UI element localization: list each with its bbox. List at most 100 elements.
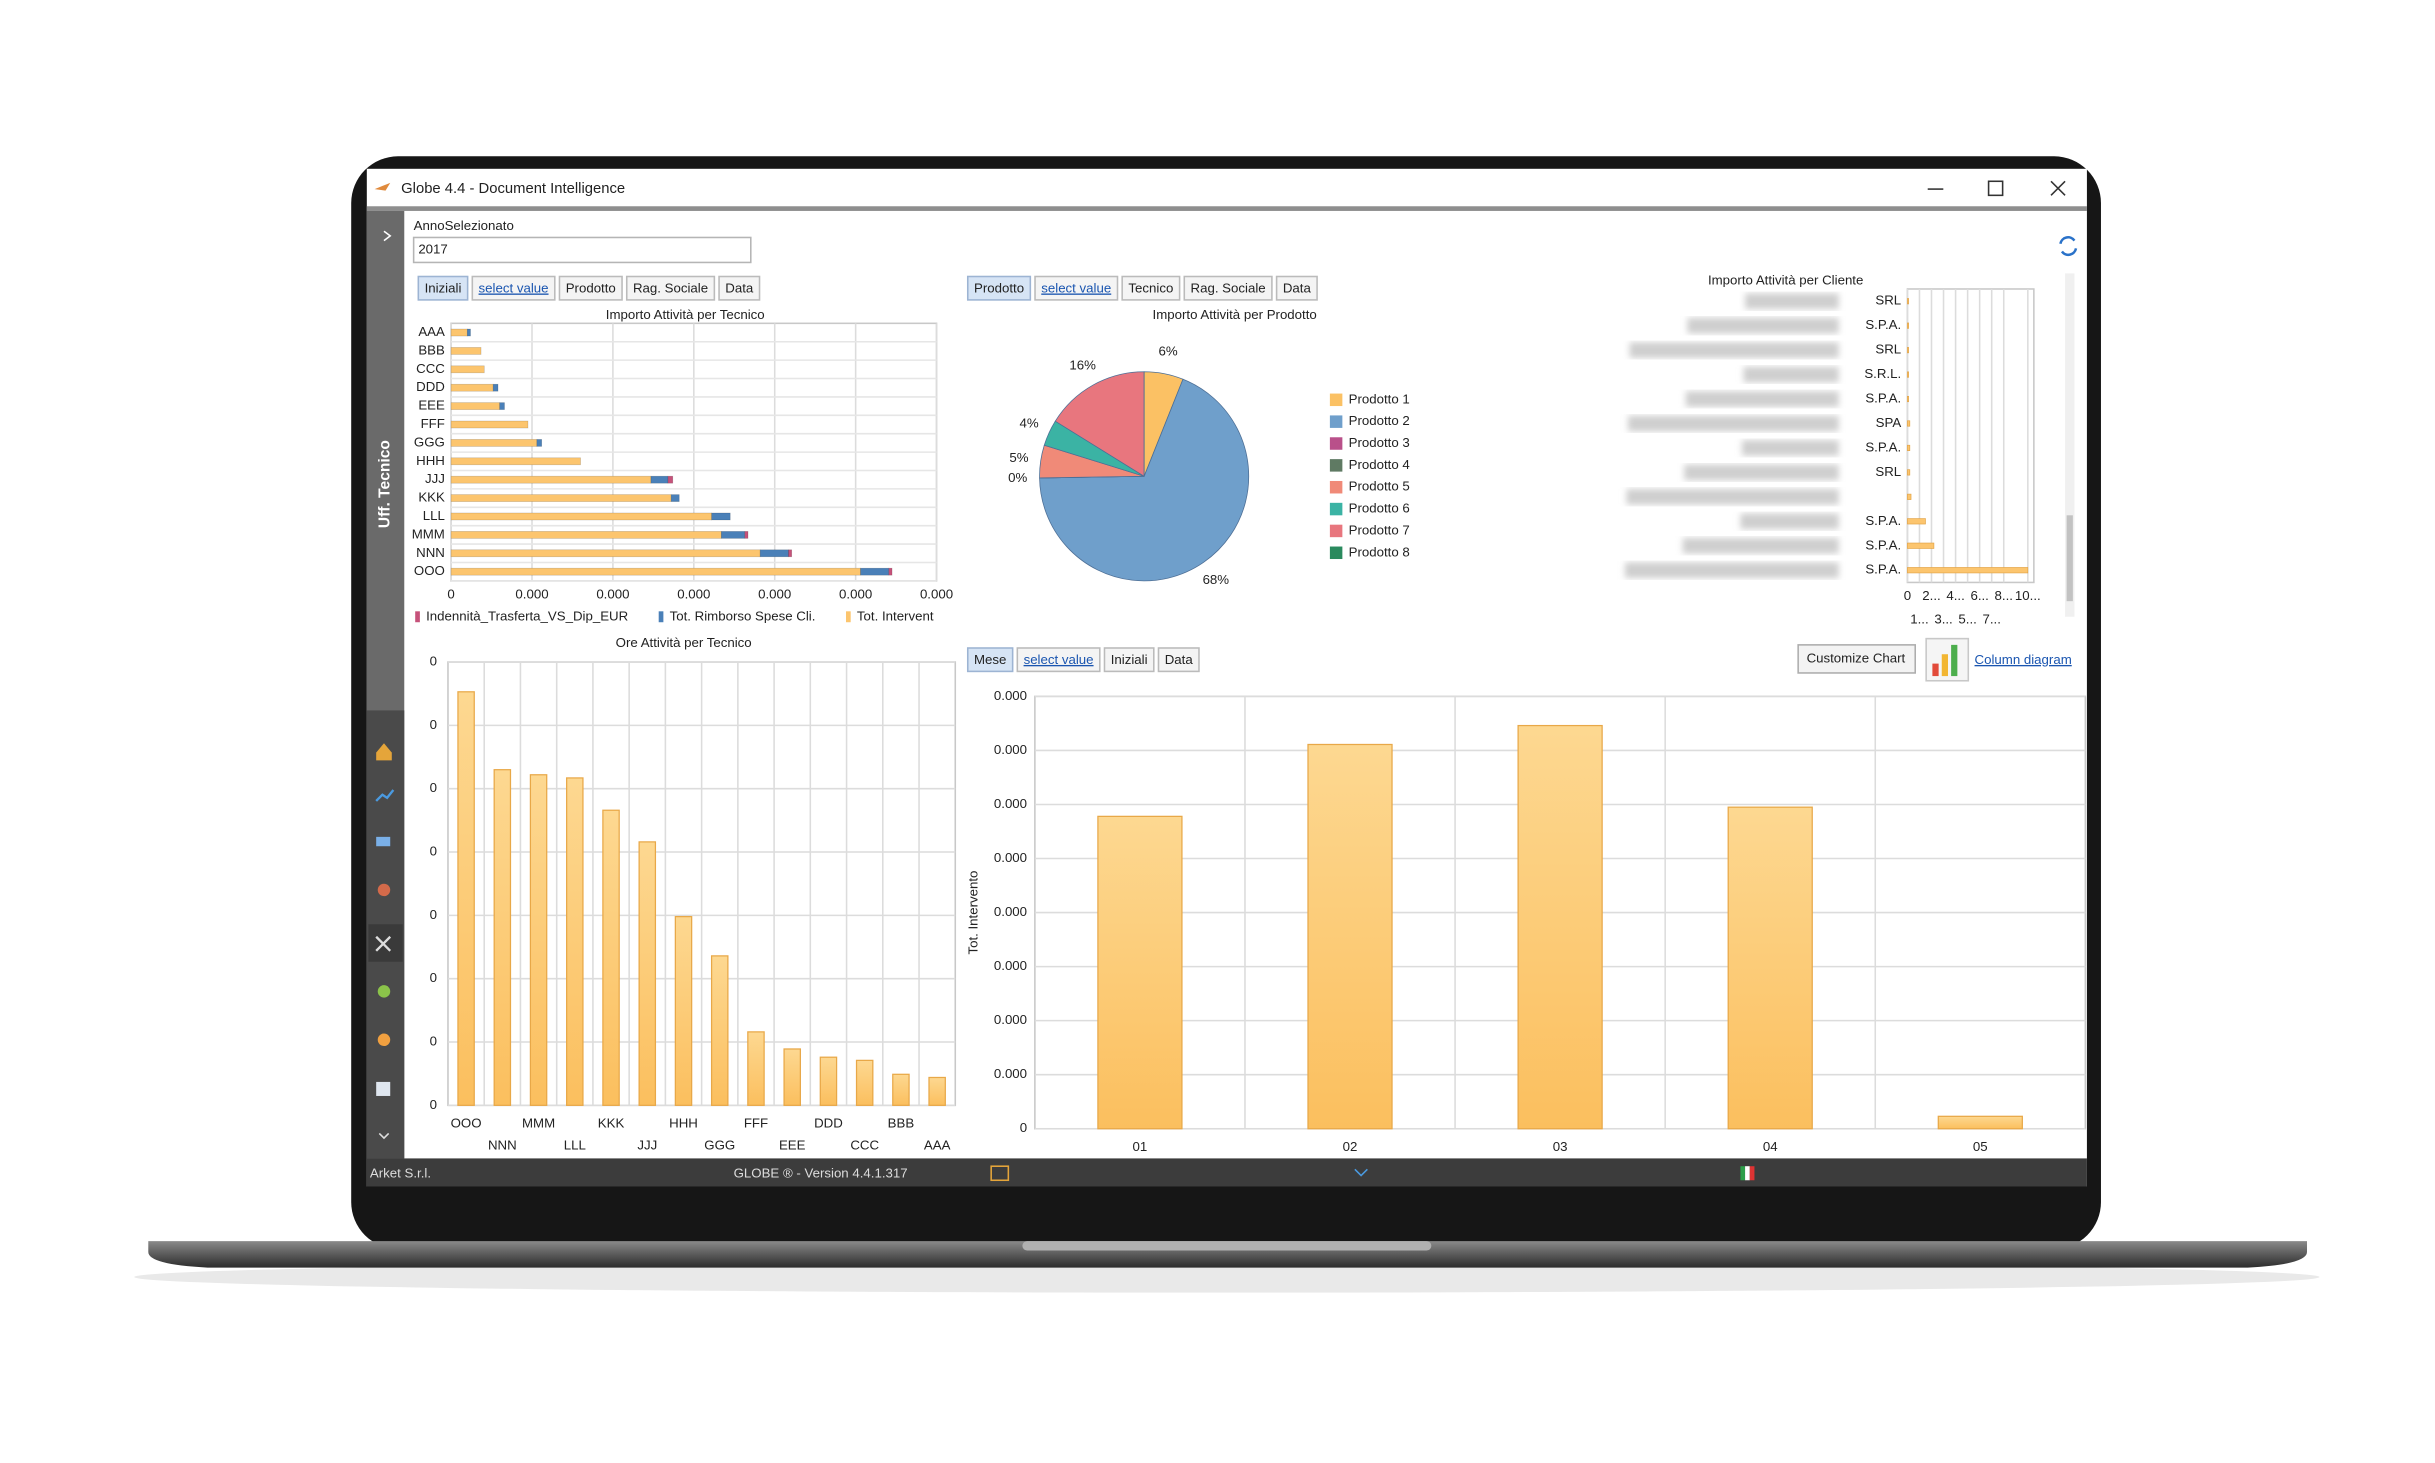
legend-label: Indennità_Trasferta_VS_Dip_EUR [426,608,628,623]
maximize-button[interactable] [1987,180,2004,197]
bar-segment [450,512,712,521]
tab-label: Rag. Sociale [1191,280,1266,295]
legend-swatch [1329,415,1343,428]
y-tick-label: 0 [430,654,437,669]
scroll-thumb[interactable] [2066,515,2073,602]
bar-segment [450,475,652,484]
tab-label: Prodotto [974,280,1024,295]
tab[interactable] [1275,275,1318,301]
status-icon[interactable] [990,1165,1010,1182]
bar [1907,371,1909,378]
flag-red [1749,1166,1755,1181]
legend-label: Prodotto 1 [1349,391,1410,406]
tab[interactable] [1121,275,1181,301]
legend-swatch [658,611,664,623]
x-tick-label: NNN [488,1137,517,1152]
bar [855,1059,874,1106]
blurred-name [1626,489,1839,505]
tools-icon[interactable] [375,935,392,952]
bar-segment [499,402,505,410]
filter-input[interactable] [412,236,752,264]
status-arrow[interactable] [1354,1168,1368,1177]
close-button[interactable] [2050,180,2066,196]
tab[interactable] [966,647,1014,673]
y-tick-label: 0 [430,717,437,732]
pie-label: 6% [1158,344,1177,359]
bar-segment [450,567,861,576]
x-tick-label: 03 [1553,1139,1568,1154]
chart-title: Importo Attività per Prodotto [1153,307,1317,322]
tab[interactable] [1016,647,1101,673]
bar [928,1076,946,1106]
worker-icon[interactable] [377,1033,391,1047]
bar-segment [450,457,581,466]
customize-button[interactable] [1797,644,1917,674]
x-tick-label: 02 [1343,1139,1358,1154]
tab-label: Tecnico [1128,280,1173,295]
y-tick-label: GGG [414,434,445,449]
y-tick-label: OOO [414,563,445,578]
bar-segment [721,531,746,539]
user-icon[interactable] [377,883,391,897]
tab[interactable] [1034,275,1119,301]
bar-segment [670,494,680,502]
tab[interactable] [966,275,1032,301]
column-diagram-link[interactable]: Column diagram [1975,652,2072,667]
flag-white [1745,1166,1750,1181]
x-tick-label: 01 [1133,1139,1148,1154]
home-icon[interactable] [376,743,392,761]
tab[interactable] [625,275,716,301]
legend-swatch [1329,524,1343,538]
bar-segment [450,402,500,410]
bar [1727,806,1813,1130]
tab[interactable] [558,275,623,301]
tab[interactable] [1103,647,1155,673]
flag-icon[interactable] [376,836,391,847]
bar [493,769,512,1106]
x-tick-label: 04 [1763,1139,1778,1154]
y-tick-label: SRL [1875,464,1901,479]
y-tick-label: SPA [1876,415,1902,430]
x-tick-label: 0.000 [758,586,791,601]
title-separator [366,206,2087,211]
y-tick-label: 0.000 [994,1012,1027,1027]
bar [1907,347,1909,354]
x-tick-label: EEE [779,1137,806,1152]
bar-segment [450,328,468,337]
tab[interactable] [718,275,761,301]
tab[interactable] [1183,275,1273,301]
refresh-icon[interactable] [2059,236,2078,257]
bar [1907,542,1935,549]
tab[interactable] [1157,647,1200,673]
status-bar [366,1158,2087,1187]
nav-icons [368,743,403,1140]
scroll-down[interactable] [378,1132,390,1140]
tab[interactable] [417,275,469,301]
bar-segment [650,475,669,484]
shadow [134,1261,2320,1293]
bar-segment [450,549,761,558]
sidebar-expand[interactable] [383,230,392,242]
legend-swatch [1329,437,1343,450]
tab-label: Iniziali [1111,652,1148,667]
y-tick-label: 0 [430,844,437,859]
blurred-name [1740,513,1839,530]
chart-icon[interactable] [375,789,395,802]
window-title: Globe 4.4 - Document Intelligence [401,181,625,197]
x-tick-label: 7... [1982,611,2000,626]
blurred-name [1682,537,1839,554]
y-tick-label: NNN [416,545,445,560]
tab-label: Data [725,280,754,295]
bar-segment [536,439,543,447]
group-icon[interactable] [377,985,391,998]
bar-segment [744,531,749,539]
tab[interactable] [471,275,556,301]
y-tick-label: S.R.L. [1864,366,1901,381]
scrollbar[interactable] [2065,273,2075,617]
legend-swatch [415,611,420,623]
bar-segment [450,347,482,355]
pie-label: 4% [1020,415,1039,430]
bar [1907,567,2029,574]
doc-icon[interactable] [376,1081,391,1096]
bar [1907,298,1909,305]
